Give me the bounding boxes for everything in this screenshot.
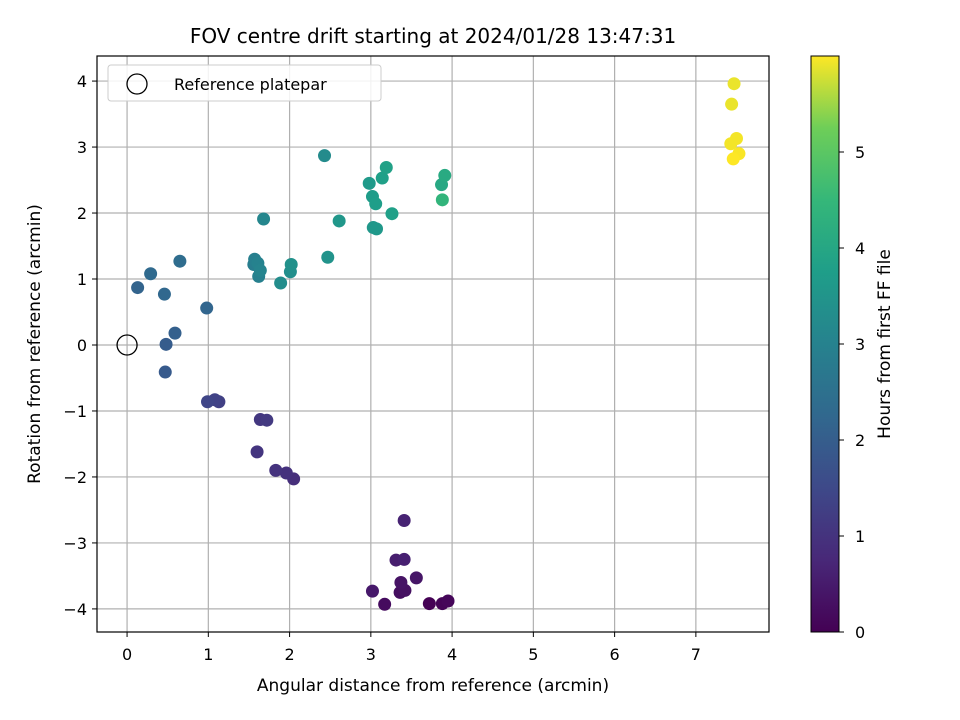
x-tick-label: 4 [447, 645, 457, 664]
y-tick-label: 4 [77, 72, 87, 91]
data-point [409, 571, 423, 585]
y-tick-label: 2 [77, 204, 87, 223]
x-tick-label: 3 [366, 645, 376, 664]
grid-lines [97, 56, 769, 632]
plot-frame [96, 55, 770, 633]
colorbar-tick-label: 4 [855, 239, 865, 258]
data-point [378, 597, 392, 611]
x-tick-label: 2 [284, 645, 294, 664]
colorbar-tick-label: 3 [855, 335, 865, 354]
y-tick-label: −3 [63, 534, 87, 553]
data-point [332, 214, 346, 228]
data-point [318, 149, 332, 163]
reference-marker [116, 334, 138, 356]
x-tick-label: 6 [610, 645, 620, 664]
y-axis-label: Rotation from reference (arcmin) [25, 204, 45, 484]
data-point [257, 212, 271, 226]
data-point [250, 445, 264, 459]
legend: Reference platepar [107, 64, 382, 102]
colorbar-gradient [810, 55, 840, 633]
x-tick-label: 5 [528, 645, 538, 664]
data-point [385, 207, 399, 221]
x-tick-label: 1 [203, 645, 213, 664]
data-point [260, 413, 274, 427]
data-point [274, 276, 288, 290]
data-point [379, 161, 393, 175]
data-point [362, 176, 376, 190]
colorbar-tick-label: 1 [855, 527, 865, 546]
reference-point-marker [116, 334, 138, 356]
colorbar-tick-label: 5 [855, 143, 865, 162]
data-point [173, 254, 187, 268]
data-point [375, 171, 389, 185]
data-point [726, 152, 740, 166]
data-point [284, 257, 298, 271]
chart-title: FOV centre drift starting at 2024/01/28 … [190, 24, 676, 48]
y-axis-ticks: −4 −3 −2 −1 0 1 2 3 4 [63, 72, 97, 619]
colorbar-ticks: 0 1 2 3 4 5 [839, 143, 865, 642]
data-point [253, 263, 267, 277]
data-point [158, 365, 172, 379]
legend-entry-label: Reference platepar [174, 75, 327, 94]
data-point [438, 168, 452, 182]
data-point [369, 197, 383, 211]
y-tick-label: −4 [63, 600, 87, 619]
data-point [435, 193, 449, 207]
y-tick-label: −2 [63, 468, 87, 487]
data-point [269, 463, 283, 477]
y-tick-label: 0 [77, 336, 87, 355]
x-tick-label: 0 [122, 645, 132, 664]
data-point [724, 137, 738, 151]
x-axis-label: Angular distance from reference (arcmin) [257, 676, 609, 696]
data-point [441, 594, 455, 608]
data-points [131, 77, 746, 611]
data-point [321, 250, 335, 264]
data-point [279, 466, 293, 480]
colorbar: 0 1 2 3 4 5 Hours from first FF file [810, 55, 895, 642]
legend-marker-icon [126, 73, 148, 95]
data-point [725, 97, 739, 111]
data-point [144, 267, 158, 281]
data-point [422, 597, 436, 611]
data-point [200, 301, 214, 315]
data-point [159, 337, 173, 351]
data-point [370, 222, 384, 236]
data-point [157, 287, 171, 301]
data-point [365, 584, 379, 598]
data-point [201, 395, 215, 409]
data-point [131, 281, 145, 295]
data-point [394, 576, 408, 590]
x-axis-ticks: 0 1 2 3 4 5 6 7 [122, 632, 701, 664]
colorbar-label: Hours from first FF file [875, 249, 895, 439]
legend-box [107, 64, 382, 102]
colorbar-tick-label: 2 [855, 431, 865, 450]
data-point [397, 552, 411, 566]
colorbar-tick-label: 0 [855, 623, 865, 642]
data-point [168, 326, 182, 340]
y-tick-label: −1 [63, 402, 87, 421]
data-point [727, 77, 741, 91]
y-tick-label: 1 [77, 270, 87, 289]
data-point [397, 513, 411, 527]
y-tick-label: 3 [77, 138, 87, 157]
x-tick-label: 7 [691, 645, 701, 664]
